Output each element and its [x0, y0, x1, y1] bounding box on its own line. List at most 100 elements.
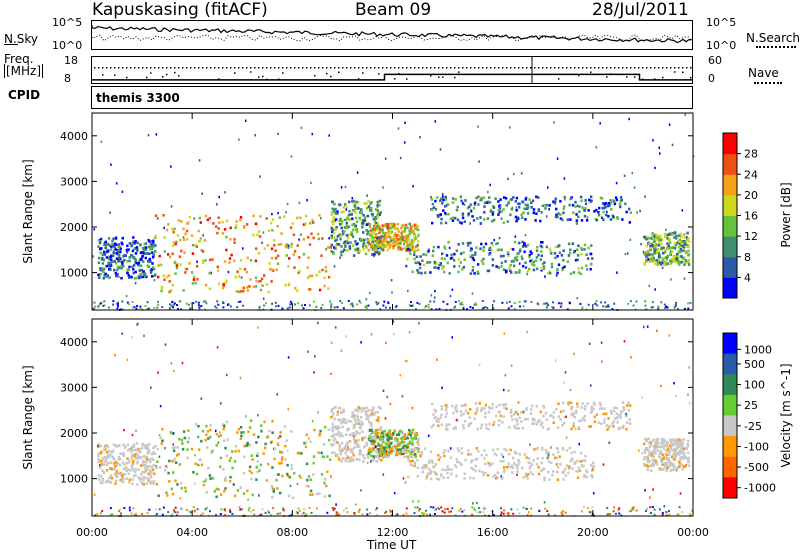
scatter-cell [681, 442, 685, 445]
scatter-cell [325, 484, 328, 488]
scatter-cell [683, 447, 685, 450]
scatter-cell [563, 265, 566, 269]
scatter-cell [292, 253, 295, 256]
scatter-cell [391, 445, 395, 449]
freq-tick-high: 18 [64, 54, 78, 67]
scatter-cell [286, 307, 289, 310]
scatter-cell [112, 249, 115, 252]
nave-dot [398, 72, 400, 75]
scatter-cell [337, 243, 341, 246]
scatter-cell [629, 300, 632, 303]
scatter-cell [522, 264, 525, 268]
scatter-cell [101, 510, 104, 513]
scatter-cell [367, 454, 370, 457]
scatter-cell [290, 464, 293, 467]
scatter-cell [366, 456, 370, 459]
scatter-cell [421, 470, 425, 474]
scatter-cell [647, 258, 649, 261]
scatter-cell [515, 271, 518, 274]
scatter-cell [448, 423, 451, 426]
scatter-cell [223, 425, 226, 428]
scatter-cell [502, 221, 505, 225]
scatter-cell [402, 247, 406, 250]
scatter-cell [126, 468, 130, 472]
scatter-cell [378, 227, 382, 231]
scatter-cell [281, 307, 284, 310]
scatter-cell [256, 460, 259, 463]
scatter-cell [451, 256, 454, 260]
scatter-cell [132, 443, 136, 446]
scatter-cell [209, 477, 212, 480]
scatter-cell [548, 204, 551, 207]
scatter-cell [563, 177, 566, 180]
scatter-cell [574, 411, 578, 414]
scatter-cell [298, 256, 301, 259]
scatter-cell [130, 455, 134, 458]
scatter-cell [431, 254, 434, 257]
x-tick-label: 20:00 [577, 526, 609, 539]
scatter-cell [628, 418, 631, 421]
scatter-cell [351, 411, 354, 414]
scatter-cell [503, 406, 506, 410]
scatter-cell [622, 426, 625, 430]
scatter-cell [661, 439, 664, 443]
scatter-cell [442, 476, 446, 480]
scatter-cell [376, 205, 379, 208]
scatter-cell [607, 215, 610, 218]
scatter-cell [172, 443, 175, 446]
scatter-cell [397, 453, 400, 456]
scatter-cell [260, 424, 263, 427]
scatter-cell [438, 263, 441, 267]
scatter-cell [524, 203, 527, 207]
scatter-cell [357, 207, 360, 210]
scatter-cell [358, 422, 360, 426]
scatter-cell [176, 234, 180, 237]
nave-dot [218, 67, 220, 69]
scatter-cell [672, 448, 676, 451]
scatter-cell [411, 406, 414, 410]
scatter-cell [366, 232, 369, 236]
scatter-cell [372, 448, 375, 452]
scatter-cell [233, 238, 236, 241]
scatter-cell [403, 440, 406, 444]
scatter-cell [658, 241, 662, 244]
scatter-cell [482, 506, 485, 509]
scatter-cell [487, 410, 491, 414]
scatter-cell [438, 308, 441, 310]
scatter-cell [405, 249, 408, 252]
scatter-cell [380, 240, 383, 243]
scatter-cell [370, 442, 374, 446]
scatter-cell [450, 404, 454, 408]
scatter-cell [498, 206, 502, 210]
scatter-cell [662, 467, 665, 471]
nave-dot [250, 67, 252, 69]
scatter-cell [352, 432, 355, 435]
scatter-cell [541, 204, 545, 208]
scatter-cell [317, 451, 320, 454]
scatter-cell [242, 492, 246, 495]
scatter-cell [372, 439, 376, 442]
scatter-cell [500, 507, 502, 510]
scatter-cell [498, 419, 501, 423]
scatter-cell [171, 512, 174, 515]
scatter-cell [580, 464, 583, 467]
scatter-cell [612, 420, 616, 423]
scatter-cell [661, 266, 664, 270]
scatter-cell [160, 286, 163, 290]
scatter-cell [107, 237, 111, 240]
scatter-cell [282, 507, 285, 510]
scatter-cell [304, 441, 308, 444]
scatter-cell [344, 459, 347, 463]
scatter-cell [427, 303, 430, 306]
nave-dot [566, 67, 568, 69]
scatter-cell [479, 511, 482, 514]
scatter-cell [663, 303, 666, 306]
scatter-cell [672, 465, 676, 469]
scatter-cell [687, 302, 690, 305]
nave-dot [610, 67, 612, 69]
scatter-cell [377, 252, 381, 256]
scatter-cell [309, 440, 312, 444]
scatter-cell [601, 216, 603, 219]
scatter-cell [369, 229, 373, 232]
scatter-cell [99, 444, 102, 448]
